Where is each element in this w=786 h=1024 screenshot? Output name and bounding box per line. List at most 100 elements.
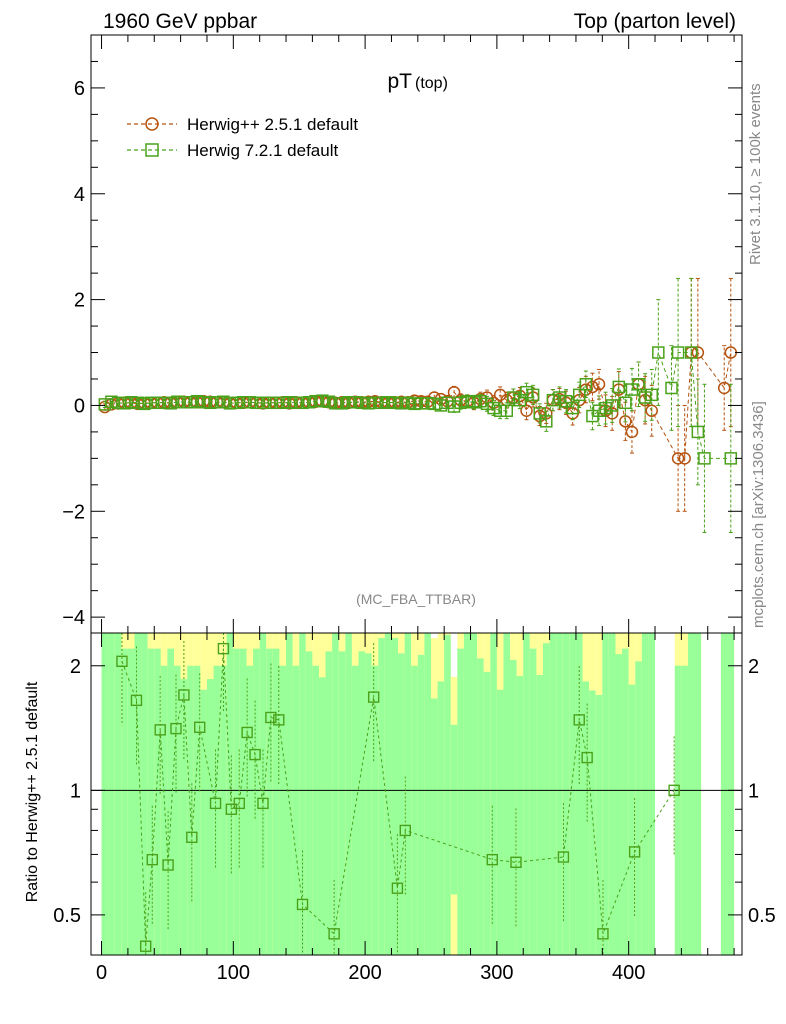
- data-point-square: [217, 395, 230, 408]
- ratio-point-square: [209, 797, 222, 810]
- data-point-square: [236, 396, 250, 409]
- data-point-square: [592, 404, 606, 417]
- band-inner: [312, 665, 319, 955]
- data-point-square: [671, 346, 685, 359]
- ratio-ytick-label: 1: [70, 780, 81, 802]
- band-inner: [648, 633, 656, 955]
- data-point-square: [388, 396, 402, 410]
- band-inner: [569, 633, 576, 955]
- ratio-point-square: [257, 797, 269, 810]
- ratio-series-herwig7: [116, 633, 680, 955]
- data-point-square: [441, 396, 454, 410]
- band-inner: [167, 648, 175, 955]
- data-point-square: [691, 425, 705, 439]
- data-point-square: [579, 378, 593, 391]
- data-point-square: [573, 388, 586, 402]
- data-point-square: [230, 396, 243, 410]
- data-point-circle: [625, 425, 639, 439]
- band-inner: [602, 633, 609, 955]
- data-point-square: [652, 346, 665, 359]
- band-inner: [279, 665, 287, 955]
- ratio-frame: [90, 632, 743, 956]
- data-point-square: [276, 396, 289, 410]
- band-inner: [253, 648, 260, 955]
- band-inner: [160, 665, 168, 955]
- ratio-point-square: [668, 784, 680, 797]
- band-inner: [457, 648, 464, 955]
- data-point-square: [685, 346, 698, 359]
- data-point-square: [124, 396, 138, 409]
- data-point-square: [223, 397, 237, 410]
- ratio-xtick-label: 300: [480, 962, 513, 984]
- data-point-square: [368, 396, 382, 410]
- band-inner: [720, 633, 728, 955]
- legend-marker-square: [145, 143, 159, 157]
- data-point-square: [428, 397, 441, 411]
- band-inner: [727, 633, 735, 955]
- series-herwig7: [98, 277, 738, 533]
- data-point-square: [98, 398, 112, 411]
- ratio-ytick-label-right: 2: [748, 656, 759, 678]
- band-inner: [463, 633, 471, 955]
- main-data-layer: [98, 277, 738, 533]
- data-point-square: [375, 396, 388, 410]
- band-inner: [543, 643, 550, 955]
- band-inner: [496, 689, 504, 955]
- band-inner: [365, 653, 372, 955]
- band-inner: [622, 648, 629, 955]
- data-point-circle: [717, 381, 731, 395]
- band-inner: [246, 665, 254, 955]
- data-point-square: [566, 401, 579, 415]
- band-inner: [444, 634, 451, 955]
- band-inner: [589, 690, 596, 955]
- band-inner: [200, 689, 207, 955]
- data-point-square: [546, 393, 560, 407]
- band-inner: [450, 724, 458, 895]
- band-inner: [174, 665, 181, 955]
- band-inner: [305, 651, 313, 955]
- legend-label-herwig7: Herwig 7.2.1 default: [187, 141, 338, 160]
- ratio-point-square: [186, 831, 198, 844]
- data-point-square: [434, 399, 448, 412]
- band-inner: [226, 633, 234, 955]
- band-inner: [681, 665, 688, 955]
- band-inner: [536, 674, 544, 955]
- data-point-square: [197, 396, 210, 409]
- band-inner: [424, 633, 431, 955]
- ratio-point-square: [194, 721, 206, 734]
- band-inner: [378, 638, 385, 955]
- data-point-square: [335, 397, 349, 410]
- band-inner: [437, 681, 445, 955]
- data-point-square: [599, 401, 612, 415]
- ratio-ytick-label: 2: [70, 656, 81, 678]
- ratio-point-square: [273, 714, 285, 726]
- data-point-square: [138, 397, 151, 411]
- band-inner: [141, 633, 148, 955]
- data-point-square: [210, 396, 224, 409]
- data-point-square: [401, 396, 415, 410]
- band-inner: [490, 633, 497, 955]
- ratio-point-square: [557, 851, 570, 863]
- data-point-square: [414, 397, 428, 410]
- data-point-square: [487, 401, 500, 415]
- ratio-point-square: [217, 642, 230, 655]
- ytick-label: −2: [62, 501, 85, 523]
- ratio-axis-ticks: 0.5 0.5 1 1 2 2 0 100 200 300 400: [53, 633, 776, 984]
- ytick-label: −4: [62, 607, 85, 629]
- ratio-point-square: [154, 724, 166, 736]
- band-inner: [529, 648, 537, 955]
- band-inner: [477, 658, 484, 955]
- data-point-square: [500, 404, 514, 417]
- band-inner: [272, 648, 280, 955]
- data-point-square: [480, 397, 494, 411]
- data-point-circle: [586, 380, 599, 394]
- data-point-square: [553, 391, 566, 404]
- band-inner: [391, 638, 399, 955]
- data-point-square: [190, 394, 204, 408]
- data-point-circle: [691, 346, 705, 359]
- band-inner: [345, 633, 352, 955]
- data-point-circle: [520, 404, 533, 417]
- data-point-square: [447, 400, 461, 413]
- data-point-square: [645, 388, 658, 402]
- band-inner: [220, 665, 227, 955]
